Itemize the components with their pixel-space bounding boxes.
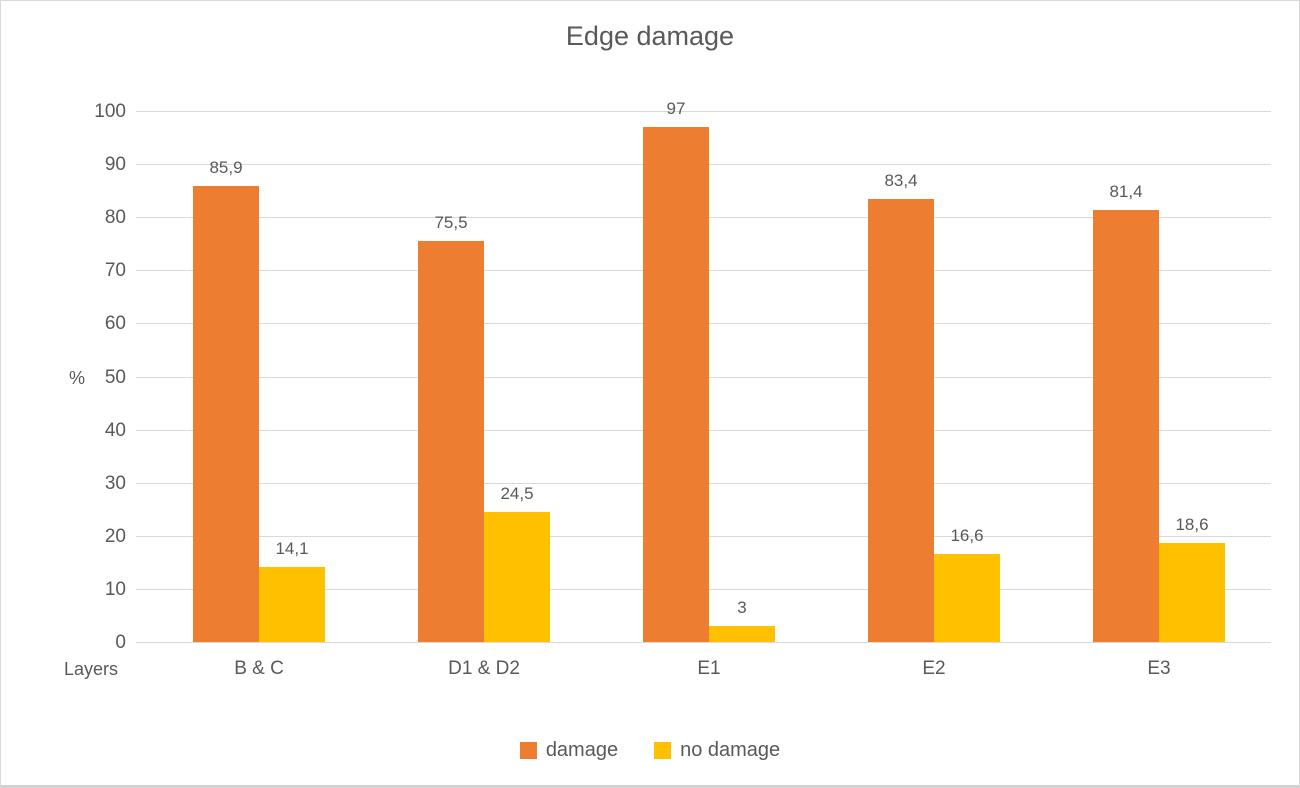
y-tickmark-50 (136, 377, 146, 378)
chart-title: Edge damage (565, 21, 735, 51)
y-tick-label-0: 0 (115, 632, 126, 653)
y-tickmark-60 (136, 323, 146, 324)
y-tick-label-80: 80 (104, 207, 126, 228)
y-tick-label-20: 20 (104, 526, 126, 547)
bar-value-label-damage-4: 83,4 (884, 171, 918, 190)
y-tickmark-80 (136, 217, 146, 218)
x-category-label-2: D1 & D2 (448, 658, 520, 679)
bar-value-label-damage-5: 81,4 (1109, 182, 1143, 201)
y-tickmark-20 (136, 536, 146, 537)
y-tickmark-30 (136, 483, 146, 484)
bar-damage-4 (868, 199, 934, 642)
y-tick-label-50: 50 (104, 367, 126, 388)
legend-label: no damage (680, 739, 781, 761)
bar-damage-3 (643, 127, 709, 642)
y-tickmark-10 (136, 589, 146, 590)
bar-damage-2 (418, 241, 484, 642)
y-tickmark-90 (136, 164, 146, 165)
gridline-y-0 (146, 642, 1271, 643)
gridline-y-100 (146, 111, 1271, 112)
bar-no-damage-1 (259, 567, 325, 642)
y-tickmark-70 (136, 270, 146, 271)
y-tick-label-60: 60 (104, 313, 126, 334)
bar-value-label-damage-3: 97 (666, 99, 686, 118)
y-tick-label-40: 40 (104, 420, 126, 441)
bar-value-label-no-damage-5: 18,6 (1175, 515, 1209, 534)
y-tickmark-0 (136, 642, 146, 643)
y-tick-label-10: 10 (104, 579, 126, 600)
bar-damage-1 (193, 186, 259, 642)
y-tick-label-90: 90 (104, 154, 126, 175)
legend-label: damage (545, 739, 619, 761)
legend-item-no-damage: no damage (654, 739, 780, 762)
x-axis-title: Layers (64, 659, 119, 679)
bar-no-damage-4 (934, 554, 1000, 642)
legend-swatch-icon (654, 742, 672, 759)
legend-swatch-icon (519, 742, 537, 759)
legend-item-damage: damage (519, 739, 619, 762)
bar-value-label-no-damage-2: 24,5 (500, 484, 534, 503)
bar-value-label-damage-2: 75,5 (434, 213, 468, 232)
y-tickmark-40 (136, 430, 146, 431)
y-tick-label-30: 30 (104, 473, 126, 494)
bar-value-label-damage-1: 85,9 (209, 158, 243, 177)
bar-no-damage-2 (484, 512, 550, 642)
legend: damage no damage (1, 739, 1299, 762)
bar-value-label-no-damage-1: 14,1 (275, 539, 309, 558)
y-tickmark-100 (136, 111, 146, 112)
x-category-label-4: E2 (922, 658, 946, 679)
y-tick-label-100: 100 (94, 101, 126, 122)
y-tick-label-70: 70 (104, 260, 126, 281)
bar-damage-5 (1093, 210, 1159, 642)
x-category-label-5: E3 (1147, 658, 1171, 679)
x-category-label-3: E1 (697, 658, 721, 679)
bar-value-label-no-damage-3: 3 (737, 598, 747, 617)
x-category-label-1: B & C (234, 658, 284, 679)
bar-value-label-no-damage-4: 16,6 (950, 526, 984, 545)
y-axis-title: % (69, 368, 86, 388)
bar-no-damage-5 (1159, 543, 1225, 642)
bar-no-damage-3 (709, 626, 775, 642)
